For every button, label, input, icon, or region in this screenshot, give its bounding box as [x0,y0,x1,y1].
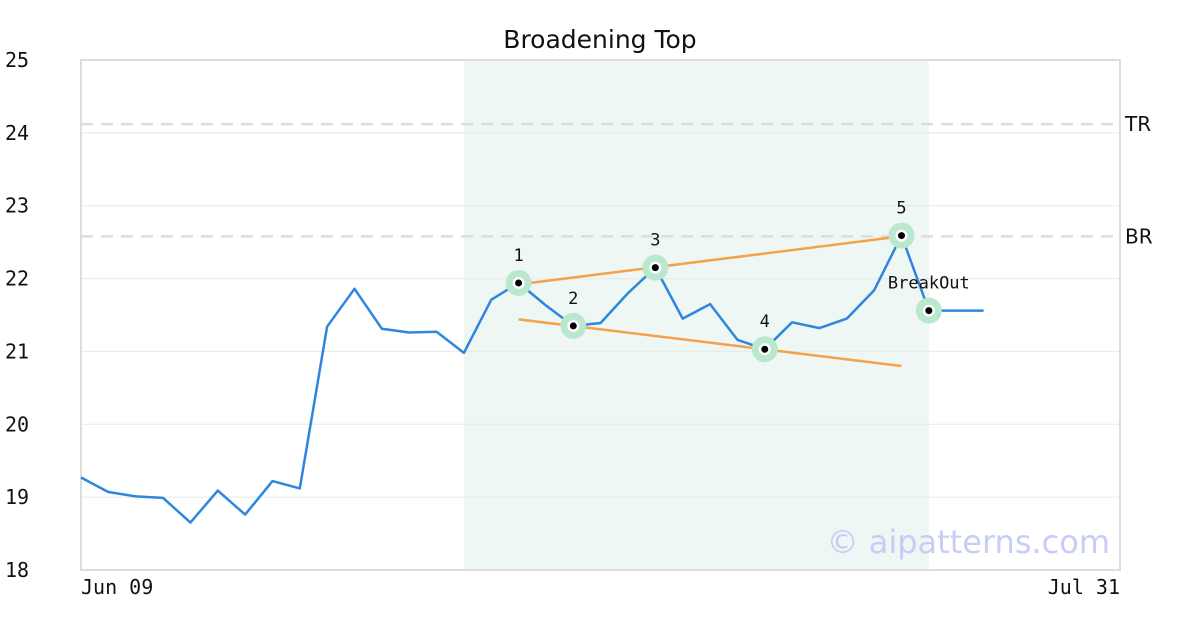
x-tick-label: Jun 09 [81,575,153,599]
y-axis: 18 19 20 21 22 23 24 25 [5,48,29,582]
chart-title: Broadening Top [503,25,696,54]
x-tick-label: Jul 31 [1048,575,1120,599]
price-series [80,234,984,524]
pattern-point [515,279,523,287]
reference-label-br: BR [1125,224,1153,248]
pattern-point-label: 2 [568,289,578,309]
reference-lines: TR BR [81,112,1153,248]
y-tick-label: 19 [5,485,29,509]
y-tick-label: 22 [5,267,29,291]
trendline [518,235,902,286]
y-tick-label: 25 [5,48,29,72]
pattern-point [898,232,905,240]
watermark: © aipatterns.com [827,523,1110,561]
x-axis: Jun 09 Jul 31 [81,575,1120,599]
pattern-point-label: BreakOut [888,274,970,294]
pattern-point-label: 4 [760,312,770,332]
pattern-point-label: 5 [896,199,906,219]
pattern-highlight-region [463,60,929,570]
gridlines [81,132,1120,498]
price-line [80,234,984,524]
y-tick-label: 24 [5,121,29,145]
pattern-point [569,322,577,330]
y-tick-label: 18 [5,558,29,582]
y-tick-label: 21 [5,339,29,363]
plot-frame [80,59,1121,571]
pattern-point-label: 3 [650,231,660,251]
pattern-point [761,345,769,353]
y-tick-label: 23 [5,194,29,218]
pattern-point [651,264,659,272]
pattern-point-label: 1 [513,246,523,266]
pattern-point [925,307,933,315]
pattern-points: 1 2 3 4 5 BreakOut [505,199,970,363]
reference-label-tr: TR [1124,112,1151,136]
y-tick-label: 20 [5,412,29,436]
